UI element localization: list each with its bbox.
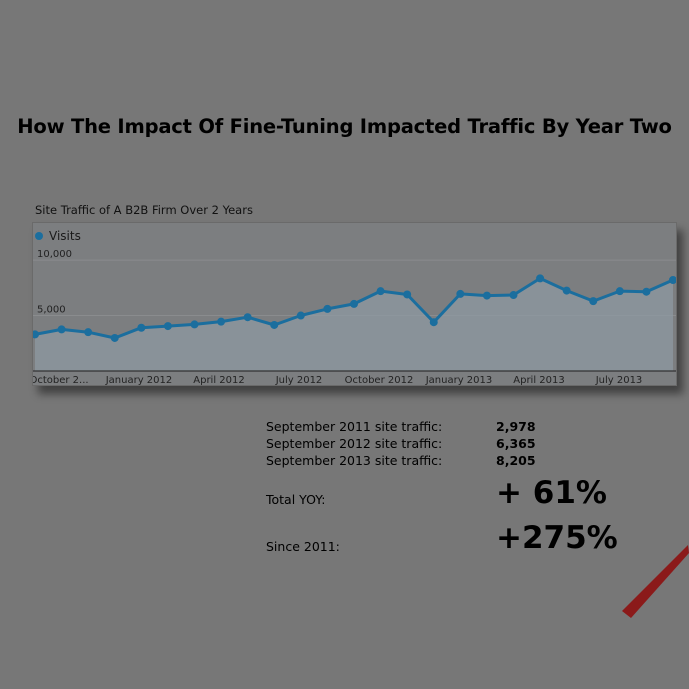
- x-tick-label: April 2013: [513, 375, 564, 385]
- data-point[interactable]: [589, 297, 598, 306]
- x-tick-label: October 2...: [33, 375, 89, 385]
- data-point[interactable]: [270, 320, 279, 329]
- x-tick-label: January 2013: [425, 375, 493, 385]
- chart-caption: Site Traffic of A B2B Firm Over 2 Years: [35, 203, 253, 217]
- data-point[interactable]: [562, 286, 571, 295]
- data-point[interactable]: [296, 311, 305, 320]
- data-point[interactable]: [536, 274, 545, 283]
- data-point[interactable]: [110, 333, 119, 342]
- data-point[interactable]: [33, 330, 39, 339]
- data-point[interactable]: [509, 291, 518, 300]
- data-point[interactable]: [217, 317, 226, 326]
- y-tick-label: 5,000: [37, 305, 66, 316]
- y-tick-label: 10,000: [37, 249, 72, 260]
- area-fill: [35, 278, 673, 371]
- page-title: How The Impact Of Fine-Tuning Impacted T…: [17, 115, 672, 138]
- stat-label-2013: September 2013 site traffic:: [266, 453, 443, 468]
- stat-label-2011: September 2011 site traffic:: [266, 419, 443, 434]
- data-point[interactable]: [429, 318, 438, 327]
- stat-value-2012: 6,365: [496, 436, 536, 451]
- data-point[interactable]: [642, 287, 651, 296]
- data-point[interactable]: [137, 323, 146, 332]
- data-point[interactable]: [376, 287, 385, 296]
- data-point[interactable]: [456, 289, 465, 298]
- data-point[interactable]: [323, 304, 332, 313]
- data-point[interactable]: [190, 320, 199, 329]
- x-tick-label: April 2012: [193, 375, 244, 385]
- summary-value-since-2011: +275%: [496, 520, 618, 556]
- summary-label-yoy: Total YOY:: [266, 492, 326, 507]
- chart-legend: Visits: [35, 229, 81, 243]
- stat-value-2011: 2,978: [496, 419, 536, 434]
- data-point[interactable]: [615, 287, 624, 296]
- summary-label-since-2011: Since 2011:: [266, 539, 340, 554]
- data-point[interactable]: [482, 291, 491, 300]
- x-tick-label: July 2012: [275, 375, 323, 385]
- summary-value-yoy: + 61%: [496, 475, 607, 511]
- data-point[interactable]: [350, 299, 358, 308]
- data-point[interactable]: [403, 290, 412, 299]
- legend-label-visits: Visits: [49, 229, 81, 243]
- chart-frame: 5,000 10,000 October 2... January 2012 April…: [32, 222, 677, 386]
- data-point[interactable]: [669, 276, 676, 284]
- stat-value-2013: 8,205: [496, 453, 536, 468]
- data-point[interactable]: [243, 313, 252, 322]
- traffic-line-chart: 5,000 10,000 October 2... January 2012 April…: [33, 229, 676, 385]
- data-point[interactable]: [84, 328, 93, 337]
- data-point[interactable]: [57, 325, 66, 334]
- x-tick-label: January 2012: [105, 375, 173, 385]
- x-tick-label: July 2013: [595, 375, 643, 385]
- x-tick-label: October 2012: [345, 375, 414, 385]
- legend-marker: [35, 232, 43, 240]
- stat-label-2012: September 2012 site traffic:: [266, 436, 443, 451]
- red-needle-decoration: [622, 545, 689, 618]
- data-point[interactable]: [163, 322, 172, 331]
